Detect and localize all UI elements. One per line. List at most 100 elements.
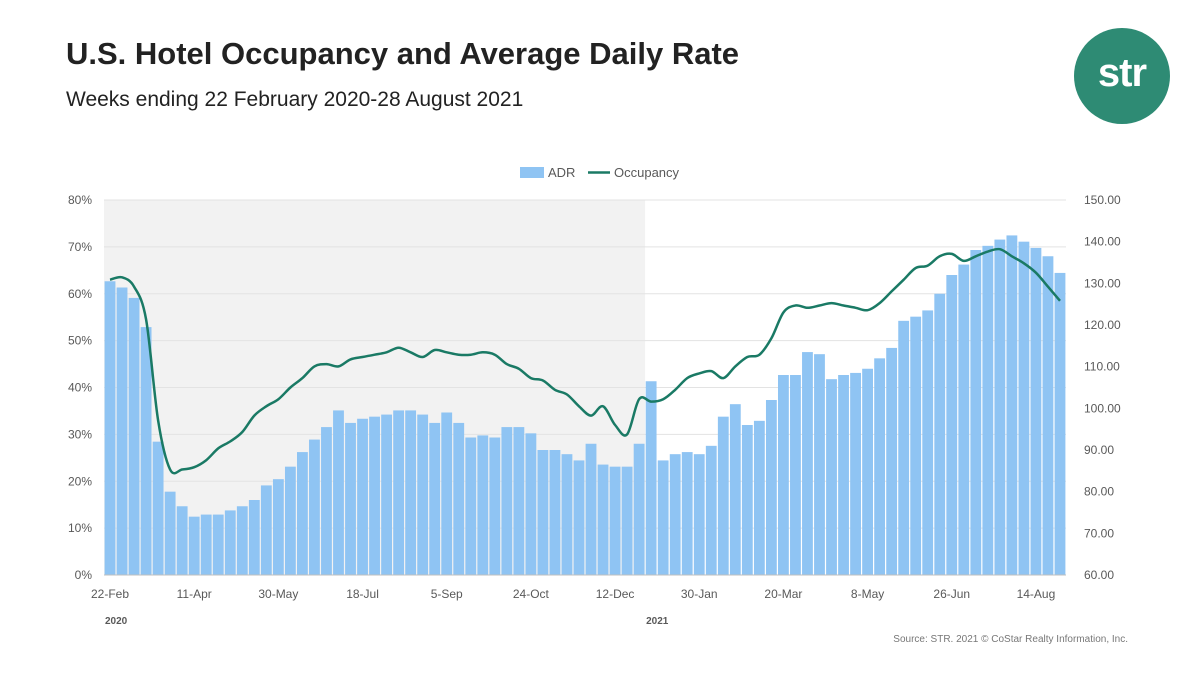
y-left-tick-label: 30% — [68, 427, 92, 441]
legend-occupancy-label: Occupancy — [614, 165, 680, 180]
adr-bar — [164, 491, 176, 575]
y-right-tick-label: 100.00 — [1084, 401, 1121, 415]
adr-bar — [188, 516, 200, 575]
y-left-tick-label: 60% — [68, 287, 92, 301]
adr-bar — [669, 454, 681, 575]
adr-bar — [609, 466, 621, 575]
adr-bar — [501, 427, 513, 575]
x-tick-label: 20-Mar — [764, 587, 802, 601]
adr-bar — [224, 510, 236, 575]
adr-bar — [236, 506, 248, 575]
y-left-tick-label: 40% — [68, 381, 92, 395]
adr-bar — [357, 418, 368, 575]
adr-bar — [465, 437, 477, 575]
adr-bar — [549, 450, 561, 575]
adr-bar — [441, 412, 453, 575]
adr-bar — [128, 297, 140, 575]
adr-bar — [982, 245, 994, 576]
adr-bar — [621, 466, 633, 575]
logo-text: str — [1097, 50, 1147, 95]
adr-bar — [946, 275, 958, 575]
y-right-tick-label: 60.00 — [1084, 568, 1114, 582]
adr-bar — [910, 316, 922, 575]
adr-bar — [753, 420, 765, 575]
y-right-tick-label: 110.00 — [1084, 360, 1120, 374]
chart-title: U.S. Hotel Occupancy and Average Daily R… — [66, 36, 740, 71]
y-right-tick-label: 70.00 — [1084, 526, 1114, 540]
adr-bar — [705, 445, 717, 575]
x-tick-label: 30-Jan — [681, 587, 718, 601]
adr-bar — [729, 404, 741, 575]
adr-bar — [934, 293, 946, 575]
y-right-tick-label: 90.00 — [1084, 443, 1114, 457]
x-tick-label: 26-Jun — [933, 587, 970, 601]
adr-bar — [477, 435, 489, 575]
adr-bar — [802, 352, 813, 575]
adr-bar — [850, 372, 861, 575]
y-right-tick-label: 140.00 — [1084, 235, 1121, 249]
adr-bar — [489, 437, 501, 575]
adr-bar — [874, 358, 886, 575]
y-left-tick-label: 70% — [68, 240, 92, 254]
adr-bar — [765, 400, 777, 575]
adr-bar — [405, 410, 417, 575]
adr-bar — [657, 460, 669, 575]
y-right-tick-label: 120.00 — [1084, 318, 1121, 332]
adr-bar — [585, 443, 597, 575]
x-tick-label: 22-Feb — [91, 587, 129, 601]
source-note: Source: STR. 2021 © CoStar Realty Inform… — [893, 634, 1128, 645]
adr-bar — [1030, 247, 1042, 575]
adr-bar — [1054, 272, 1066, 575]
adr-bar — [1042, 256, 1054, 575]
adr-bar — [633, 443, 645, 575]
adr-bar — [525, 433, 537, 575]
adr-bar — [212, 514, 224, 575]
adr-bar — [284, 466, 296, 575]
x-tick-label: 12-Dec — [596, 587, 635, 601]
adr-bar — [513, 427, 525, 575]
y-left-tick-label: 0% — [75, 568, 93, 582]
x-tick-label: 30-May — [258, 587, 298, 601]
adr-bar — [862, 368, 873, 575]
y-left-tick-label: 50% — [68, 334, 92, 348]
y-left-tick-label: 20% — [68, 474, 92, 488]
x-tick-label: 8-May — [851, 587, 884, 601]
adr-bar — [429, 422, 441, 575]
adr-bar — [417, 414, 429, 575]
y-left-tick-label: 10% — [68, 521, 92, 535]
adr-bar — [333, 410, 344, 575]
adr-bar — [152, 441, 164, 575]
y-right-tick-label: 150.00 — [1084, 193, 1121, 207]
adr-bar — [994, 239, 1006, 576]
y-left-tick-label: 80% — [68, 193, 92, 207]
adr-bar — [248, 500, 260, 575]
adr-bar — [838, 375, 849, 575]
adr-bar — [597, 464, 609, 575]
chart-subtitle: Weeks ending 22 February 2020-28 August … — [66, 88, 524, 111]
adr-bar — [140, 327, 152, 575]
adr-bar — [958, 264, 970, 575]
adr-bar — [272, 479, 284, 575]
adr-bar — [573, 460, 585, 575]
adr-bar — [681, 452, 693, 575]
adr-bar — [826, 379, 837, 575]
str-logo: str — [1074, 28, 1170, 124]
adr-bar — [790, 375, 801, 575]
adr-bar — [381, 414, 392, 575]
adr-bar — [537, 450, 549, 575]
legend-adr-label: ADR — [548, 165, 575, 180]
adr-bar — [970, 250, 982, 575]
adr-bar — [898, 320, 910, 575]
adr-bar — [693, 454, 705, 575]
y-right-tick-label: 80.00 — [1084, 485, 1114, 499]
adr-bar — [717, 416, 729, 575]
adr-bar — [814, 354, 825, 575]
adr-bar — [645, 381, 657, 575]
x-tick-label: 11-Apr — [177, 587, 212, 601]
adr-bar — [886, 347, 898, 575]
adr-bar — [297, 452, 308, 575]
y-right-tick-label: 130.00 — [1084, 276, 1121, 290]
year-label: 2021 — [646, 616, 669, 627]
adr-bar — [321, 427, 332, 575]
year-label: 2020 — [105, 616, 128, 627]
